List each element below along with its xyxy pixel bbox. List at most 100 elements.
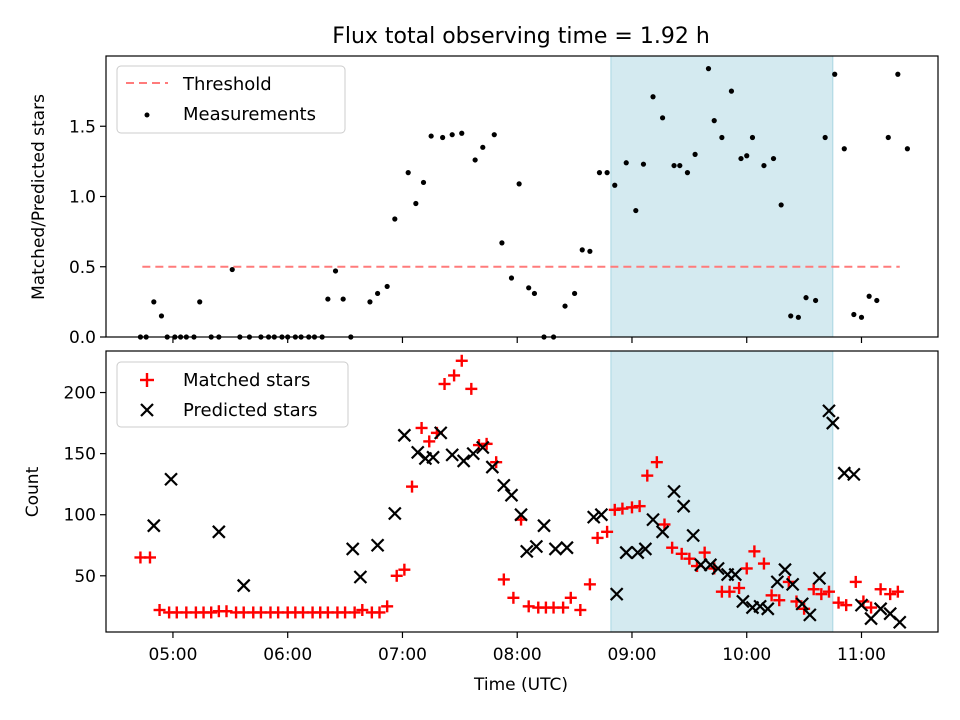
measurements-point <box>749 134 756 141</box>
predicted-stars-point <box>667 484 681 499</box>
measurements-point <box>640 161 647 167</box>
predicted-stars-point <box>609 587 624 601</box>
predicted-stars-point <box>854 598 869 612</box>
predicted-stars-point <box>728 567 743 582</box>
predicted-stars-point <box>594 507 609 522</box>
predicted-stars-point <box>164 472 178 487</box>
top-y-axis-label: Matched/Predicted stars <box>29 94 49 300</box>
x-tick-label: 11:00 <box>837 645 886 665</box>
bottom-panel: 50 100 150 200 05:00 06:00 07:00 08:00 09:00 10:0… <box>23 350 939 695</box>
measurements-point <box>812 297 819 304</box>
predicted-stars-point <box>770 575 785 589</box>
predicted-stars-point <box>847 467 861 482</box>
matched-stars-point <box>423 435 436 448</box>
y-tick-label: 1.0 <box>69 188 96 208</box>
matched-stars-point <box>616 502 629 515</box>
predicted-stars-point <box>212 525 226 539</box>
matched-stars-point <box>641 469 654 482</box>
measurements-point <box>885 134 891 141</box>
measurements-point <box>384 283 390 290</box>
predicted-stars-point <box>370 538 385 553</box>
measurements-point <box>895 71 901 77</box>
measurements-point <box>420 179 427 186</box>
legend-predicted-label: Predicted stars <box>183 400 317 421</box>
matched-stars-point <box>757 557 770 570</box>
measurements-point <box>459 130 465 136</box>
matched-stars-point <box>557 601 570 614</box>
measurements-point <box>822 134 828 141</box>
measurements-point <box>197 299 203 305</box>
measurements-point <box>440 134 446 141</box>
observing-window-shade-bottom <box>610 350 834 633</box>
measurements-point <box>841 146 847 152</box>
x-tick-label: 10:00 <box>722 645 771 665</box>
measurements-point <box>904 146 910 152</box>
predicted-stars-point <box>236 578 251 593</box>
matched-stars-point <box>438 377 451 390</box>
matched-stars-point <box>683 552 696 565</box>
measurements-point <box>659 115 666 121</box>
legend-measurements-swatch <box>144 112 150 118</box>
matched-stars-point <box>448 369 461 382</box>
predicted-stars-point <box>520 544 534 559</box>
matched-stars-point <box>507 591 520 604</box>
measurements-point <box>374 290 381 297</box>
chart-title: Flux total observing time = 1.92 h <box>332 24 710 49</box>
predicted-stars-point <box>537 518 551 533</box>
measurements-point <box>866 293 872 299</box>
matched-stars-point <box>740 562 753 575</box>
predicted-stars-point <box>711 561 725 576</box>
matched-stars-point <box>348 606 361 619</box>
measurements-point <box>684 170 691 176</box>
measurements-point <box>692 151 698 157</box>
predicted-stars-point <box>586 510 601 524</box>
measurements-point <box>367 299 373 305</box>
matched-stars-point <box>591 531 604 544</box>
matched-stars-point <box>815 588 828 601</box>
legend-matched-swatch <box>140 373 154 387</box>
predicted-stars-point <box>646 512 660 527</box>
predicted-stars-point <box>514 507 528 522</box>
measurements-point <box>449 132 455 138</box>
predicted-stars-point <box>445 448 459 462</box>
measurements-point <box>508 275 515 281</box>
y-tick-label: 0.5 <box>69 258 96 278</box>
predicted-stars-point <box>873 602 888 616</box>
matched-stars-point <box>625 501 638 514</box>
measurements-point <box>795 314 801 320</box>
matched-stars-point <box>143 551 156 564</box>
measurements-point <box>325 296 331 302</box>
matched-stars-point <box>153 604 166 617</box>
legend-measurements-label: Measurements <box>183 104 316 125</box>
predicted-stars-point <box>892 615 907 630</box>
y-tick-label: 50 <box>74 567 96 587</box>
matched-stars-point <box>415 421 428 434</box>
measurements-point <box>671 162 677 169</box>
matched-stars-point <box>807 583 820 596</box>
measurements-point <box>392 216 398 222</box>
predicted-stars-point <box>466 446 481 461</box>
matched-stars-point <box>390 569 403 582</box>
measurements-point <box>340 296 346 302</box>
x-tick-label: 09:00 <box>607 645 656 665</box>
bottom-plot-frame <box>105 350 939 633</box>
measurements-point <box>788 313 794 319</box>
matched-stars-point <box>891 585 904 598</box>
matched-stars-point <box>698 546 711 559</box>
matched-stars-point <box>497 573 510 586</box>
matched-stars-point <box>608 503 621 516</box>
matched-stars-point <box>773 594 786 607</box>
legend-predicted-swatch <box>140 403 154 417</box>
matched-stars-point <box>857 595 870 608</box>
measurements-point <box>413 200 419 207</box>
y-tick-label: 1.5 <box>69 117 96 137</box>
matched-stars-point <box>822 585 835 598</box>
measurements-point <box>516 181 522 187</box>
measurements-point <box>480 144 486 150</box>
matched-stars-point <box>723 585 736 598</box>
matched-stars-point <box>583 578 596 591</box>
bottom-legend: Matched stars Predicted stars <box>116 361 349 428</box>
matched-stars-point <box>748 545 761 558</box>
matched-stars-point <box>356 604 369 617</box>
matched-stars-point <box>884 588 897 601</box>
